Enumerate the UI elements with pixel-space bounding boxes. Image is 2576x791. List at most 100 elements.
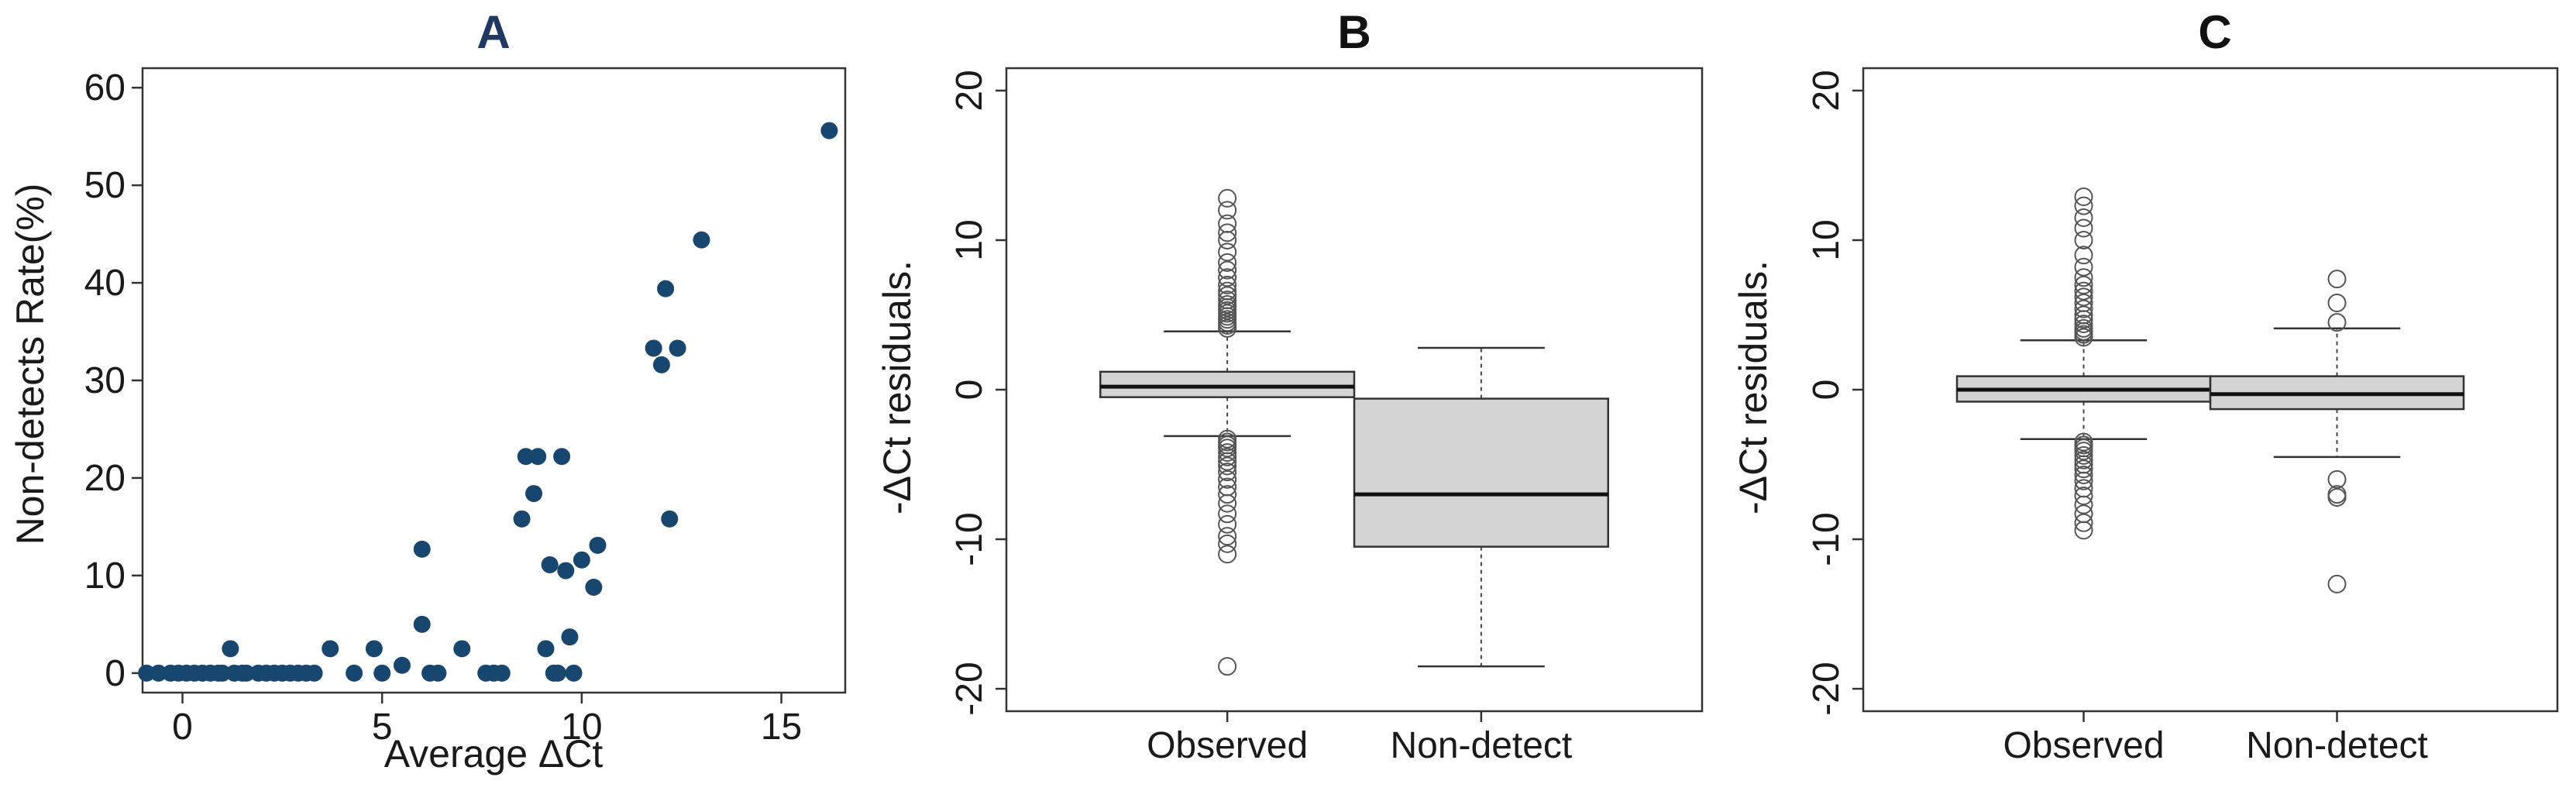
scatter-point xyxy=(669,339,686,357)
scatter-point xyxy=(413,615,431,633)
observed-outlier xyxy=(2074,442,2093,461)
observed-outlier xyxy=(1218,545,1237,564)
panel-b: B -20 -10 0 10 20 Observed Non-detect -ΔCt re… xyxy=(875,6,1704,766)
observed-outlier xyxy=(1218,527,1237,546)
scatter-point xyxy=(557,562,575,579)
panel-a-title: A xyxy=(476,6,510,58)
non-detect-outlier xyxy=(2327,313,2347,332)
scatter-point xyxy=(537,640,555,658)
scatter-point xyxy=(517,448,535,466)
scatter-point xyxy=(429,664,447,682)
observed-outlier xyxy=(1218,281,1237,301)
observed-outlier xyxy=(2074,495,2093,514)
panel-a-y-tick-label: 0 xyxy=(105,653,126,694)
panel-a-y-tick-label: 30 xyxy=(84,360,126,401)
scatter-point xyxy=(652,356,670,373)
scatter-point xyxy=(589,536,607,554)
panel-a-plot-frame xyxy=(141,67,847,694)
panel-b-y-tick-label: 0 xyxy=(949,380,990,401)
scatter-point xyxy=(413,540,431,558)
observed-outlier xyxy=(1218,201,1237,220)
scatter-point xyxy=(693,231,710,249)
panel-c-y-tick-label: 10 xyxy=(1806,219,1847,260)
observed-outlier xyxy=(1218,469,1237,489)
non-detect-outlier xyxy=(2327,294,2347,313)
observed-outlier xyxy=(2074,305,2093,325)
scatter-point xyxy=(657,280,675,297)
observed-outlier xyxy=(1218,485,1237,504)
panel-a-y-tick-label: 50 xyxy=(84,165,126,206)
observed-outlier xyxy=(2074,281,2093,301)
scatter-point xyxy=(645,339,662,357)
panel-a-y-tick-label: 10 xyxy=(84,555,126,597)
scatter-point xyxy=(585,578,603,596)
observed-outlier xyxy=(2074,459,2093,479)
scatter-point xyxy=(222,640,239,658)
scatter-point xyxy=(553,448,571,466)
panel-b-y-tick-label: -20 xyxy=(949,662,990,715)
observed-outlier xyxy=(1218,534,1237,553)
observed-outlier xyxy=(1218,504,1237,524)
scatter-point xyxy=(322,640,339,658)
scatter-point xyxy=(150,664,167,682)
observed-outlier xyxy=(1218,214,1237,233)
non-detect-outlier xyxy=(2327,270,2347,289)
scatter-point xyxy=(237,664,255,682)
non-detect-outlier xyxy=(2327,574,2347,593)
scatter-point xyxy=(393,656,411,674)
observed-outlier xyxy=(2074,318,2093,338)
observed-outlier xyxy=(2074,196,2093,215)
observed-outlier xyxy=(2074,521,2093,540)
observed-outlier xyxy=(1218,253,1237,272)
observed-outlier xyxy=(2074,230,2093,249)
scatter-point xyxy=(493,664,511,682)
panel-b-y-tick-label: 20 xyxy=(949,70,990,111)
observed-outlier xyxy=(1218,456,1237,476)
observed-outlier xyxy=(2074,466,2093,485)
panel-c-y-tick-label: 20 xyxy=(1806,70,1847,111)
observed-outlier xyxy=(2074,479,2093,498)
observed-outlier xyxy=(2074,208,2093,228)
panel-a-y-tick-label: 60 xyxy=(84,67,126,108)
observed-outlier xyxy=(2074,268,2093,287)
observed-outlier xyxy=(1218,223,1237,242)
scatter-point xyxy=(820,122,838,139)
non-detect-outlier xyxy=(2327,469,2347,489)
scatter-point xyxy=(214,664,232,682)
scatter-point xyxy=(138,664,156,682)
observed-outlier xyxy=(1218,294,1237,314)
panel-b-title: B xyxy=(1337,6,1371,58)
observed-outlier xyxy=(2074,287,2093,307)
panel-b-y-tick-label: 10 xyxy=(949,219,990,260)
panel-b-y-axis-label: -ΔCt residuals. xyxy=(875,260,919,514)
observed-outlier xyxy=(1218,657,1237,676)
scatter-point xyxy=(365,640,383,658)
observed-outlier xyxy=(2074,257,2093,277)
observed-outlier xyxy=(1218,452,1237,471)
observed-outlier xyxy=(1218,242,1237,262)
observed-outlier xyxy=(2074,471,2093,490)
observed-outlier xyxy=(1218,463,1237,482)
observed-outlier xyxy=(1218,188,1237,208)
scatter-point xyxy=(305,664,323,682)
observed-outlier xyxy=(2074,246,2093,265)
observed-outlier xyxy=(2074,487,2093,506)
observed-outlier xyxy=(2074,187,2093,206)
scatter-point xyxy=(453,640,471,658)
observed-outlier xyxy=(1218,286,1237,305)
observed-outlier xyxy=(1218,514,1237,534)
observed-outlier xyxy=(2074,513,2093,532)
panel-c-x-tick-label: Observed xyxy=(2003,725,2164,766)
panel-a-x-tick-label: 15 xyxy=(761,707,802,748)
observed-outlier xyxy=(1218,260,1237,280)
panel-c-y-axis-label: -ΔCt residuals. xyxy=(1732,260,1775,514)
observed-outlier xyxy=(1218,230,1237,249)
scatter-point xyxy=(549,664,566,682)
panel-a: A 0 5 10 15 0 10 20 30 40 50 60 Average ΔCt Non-d… xyxy=(9,6,847,776)
panel-a-x-tick-label: 10 xyxy=(561,707,602,748)
panel-b-x-tick-label: Non-detect xyxy=(1390,725,1572,766)
panel-a-y-tick-label: 20 xyxy=(84,458,126,499)
scatter-point xyxy=(541,556,559,574)
scatter-point xyxy=(513,510,531,528)
